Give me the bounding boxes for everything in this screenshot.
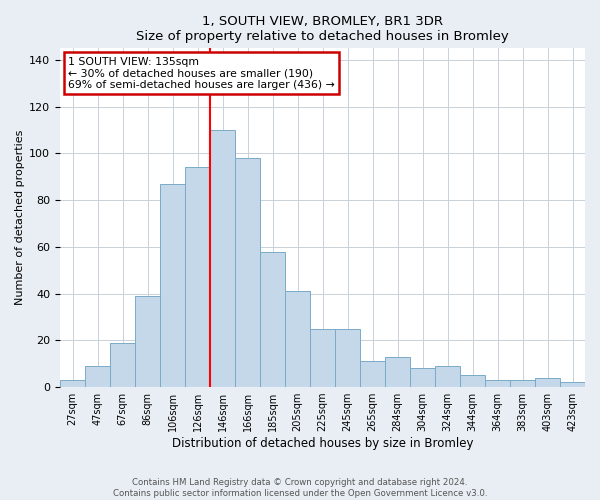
Bar [435,366,460,387]
Bar [285,292,310,387]
Text: 1 SOUTH VIEW: 135sqm
← 30% of detached houses are smaller (190)
69% of semi-deta: 1 SOUTH VIEW: 135sqm ← 30% of detached h… [68,57,335,90]
Bar [135,296,160,387]
Bar [110,342,135,387]
Bar [60,380,85,387]
Y-axis label: Number of detached properties: Number of detached properties [15,130,25,306]
Bar [535,378,560,387]
Title: 1, SOUTH VIEW, BROMLEY, BR1 3DR
Size of property relative to detached houses in : 1, SOUTH VIEW, BROMLEY, BR1 3DR Size of … [136,15,509,43]
Bar [210,130,235,387]
X-axis label: Distribution of detached houses by size in Bromley: Distribution of detached houses by size … [172,437,473,450]
Bar [260,252,285,387]
Text: Contains HM Land Registry data © Crown copyright and database right 2024.
Contai: Contains HM Land Registry data © Crown c… [113,478,487,498]
Bar [185,168,210,387]
Bar [335,328,360,387]
Bar [310,328,335,387]
Bar [360,362,385,387]
Bar [510,380,535,387]
Bar [460,376,485,387]
Bar [385,356,410,387]
Bar [410,368,435,387]
Bar [85,366,110,387]
Bar [560,382,585,387]
Bar [235,158,260,387]
Bar [485,380,510,387]
Bar [160,184,185,387]
